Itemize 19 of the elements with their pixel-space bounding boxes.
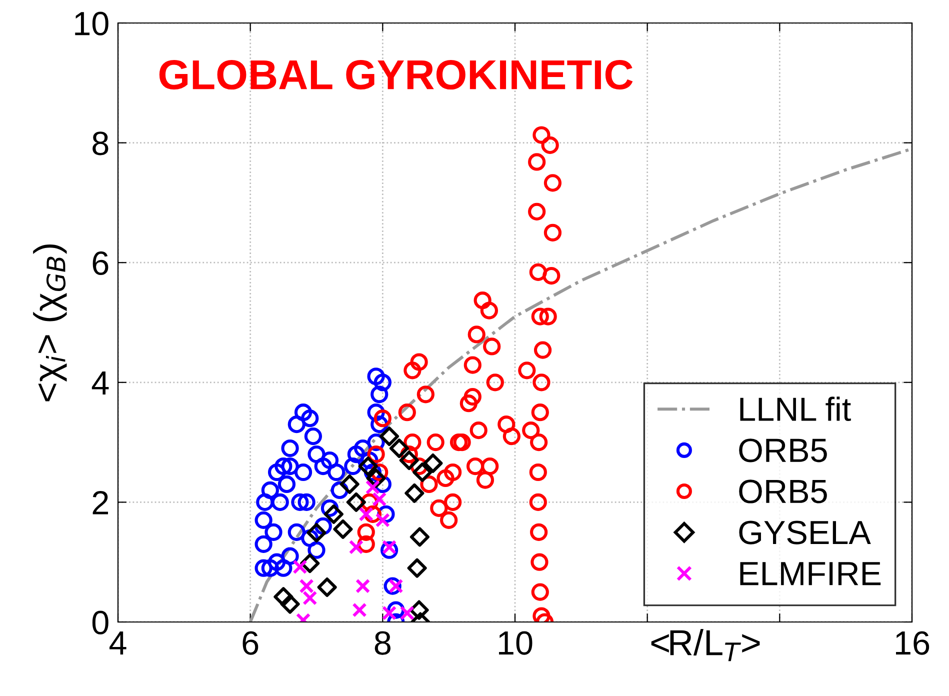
x-tick-label: 8: [374, 631, 390, 655]
legend-label: ELMFIRE: [740, 562, 881, 586]
legend-label: ORB5: [739, 480, 827, 504]
x-tick-label: 10: [499, 631, 532, 655]
x-axis-title: <R/L$_{T}$>: [651, 628, 760, 662]
x-tick-label: 6: [242, 631, 258, 655]
y-tick-label: 10: [75, 12, 108, 36]
y-tick-label: 6: [92, 251, 108, 276]
y-axis-title: <χ$_{i}$> (χ$_{GB}$): [33, 244, 67, 402]
text: GLOBAL GYROKINETIC: [159, 60, 633, 90]
x-tick-label: 4: [109, 632, 126, 654]
legend-label: LLNL fit: [740, 396, 851, 422]
x-tick-label: 16: [896, 631, 930, 655]
y-tick-label: 0: [92, 610, 108, 634]
y-tick-label: 8: [92, 132, 108, 156]
legend-label: GYSELA: [739, 520, 871, 544]
y-tick-label: 4: [92, 372, 109, 394]
y-tick-label: 2: [92, 491, 108, 514]
legend-label: ORB5: [739, 438, 827, 462]
